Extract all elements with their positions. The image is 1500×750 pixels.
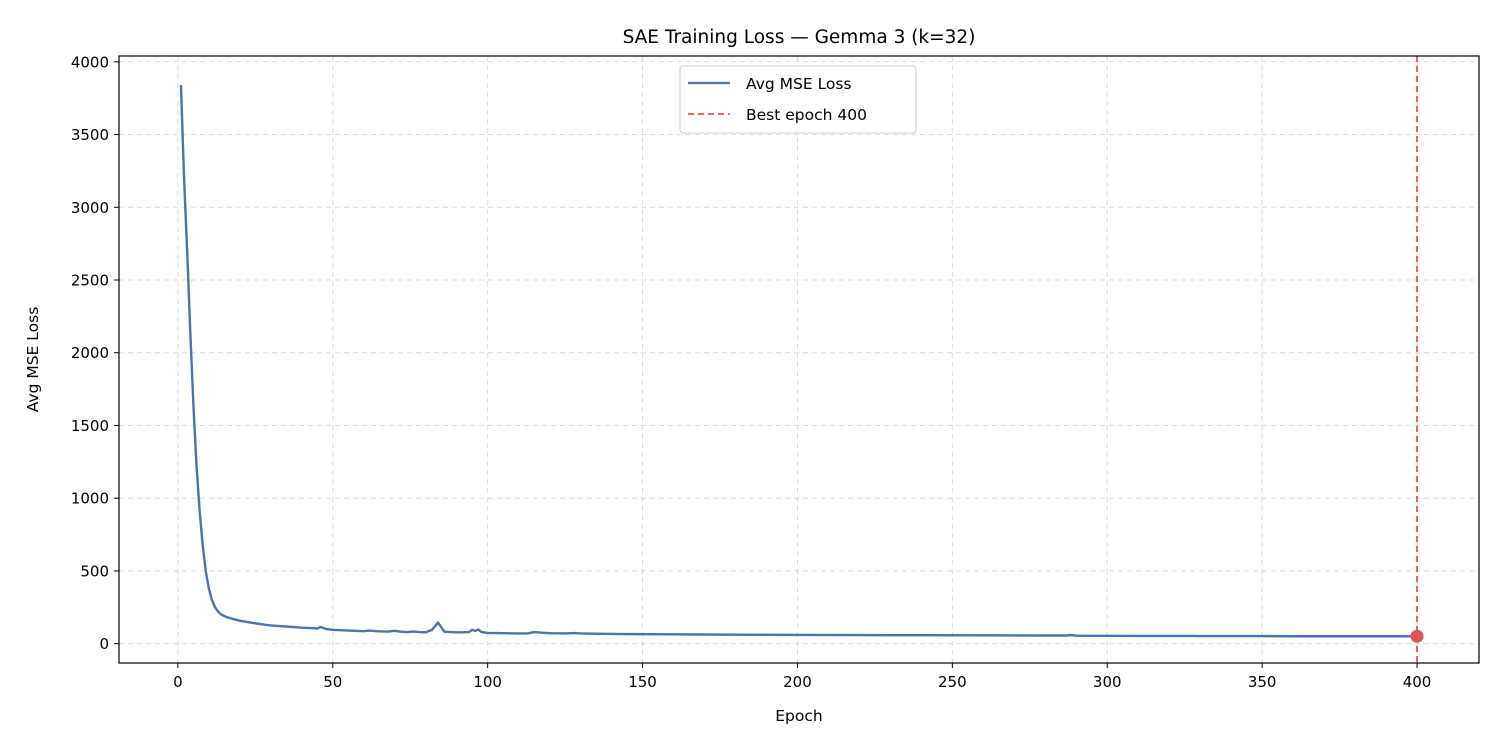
legend-label-best-epoch: Best epoch 400	[746, 106, 867, 124]
y-tick-label: 3500	[71, 126, 109, 144]
y-tick-label: 0	[99, 635, 109, 653]
y-tick-label: 1500	[71, 417, 109, 435]
loss-series-line	[179, 85, 1418, 638]
y-axis-label: Avg MSE Loss	[24, 307, 42, 413]
x-tick-label: 150	[628, 673, 657, 691]
y-tick-label: 3000	[71, 199, 109, 217]
grid-lines	[119, 56, 1479, 663]
legend-label-loss: Avg MSE Loss	[746, 75, 852, 93]
x-tick-label: 400	[1403, 673, 1432, 691]
y-tick-label: 2500	[71, 272, 109, 290]
axes-frame	[118, 55, 1480, 664]
x-tick-label: 300	[1093, 673, 1122, 691]
x-tick-label: 0	[173, 673, 183, 691]
x-tick-label: 350	[1248, 673, 1277, 691]
x-tick-label: 200	[783, 673, 812, 691]
chart-title: SAE Training Loss — Gemma 3 (k=32)	[623, 27, 976, 48]
axis-ticks: 0 50 100 150 200 250 300 350 4000500100015002000…	[71, 53, 1432, 691]
x-axis-label: Epoch	[775, 707, 822, 725]
x-tick-label: 250	[938, 673, 967, 691]
y-tick-label: 2000	[71, 344, 109, 362]
legend: Avg MSE Loss Best epoch 400	[679, 65, 917, 134]
y-tick-label: 500	[80, 562, 109, 580]
plot-series	[179, 56, 1424, 663]
legend-box	[679, 65, 917, 134]
y-tick-label: 1000	[71, 490, 109, 508]
x-tick-label: 50	[323, 673, 342, 691]
y-tick-label: 4000	[71, 53, 109, 71]
x-tick-label: 100	[473, 673, 502, 691]
best-epoch-marker	[1410, 629, 1424, 643]
